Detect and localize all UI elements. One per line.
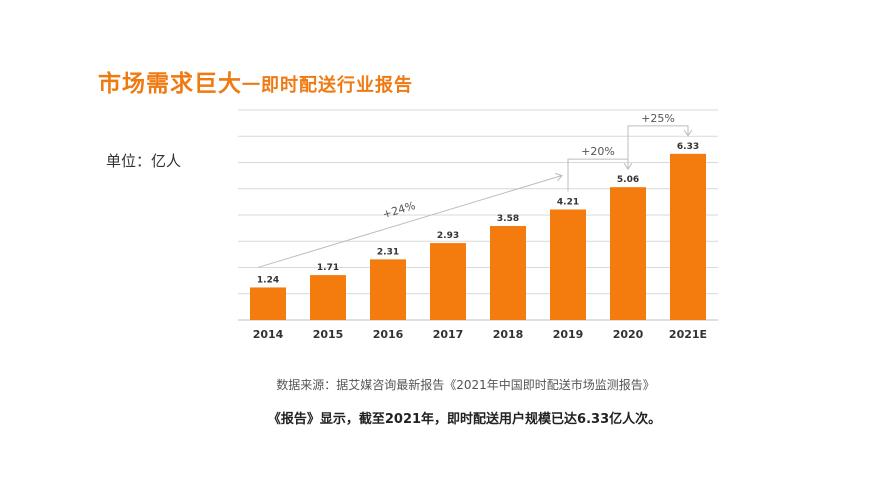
bar-2019: [550, 209, 586, 320]
x-tick-2015: 2015: [313, 328, 344, 341]
data-label-2016: 2.31: [377, 247, 399, 257]
x-tick-2018: 2018: [493, 328, 524, 341]
title-subtitle: 一即时配送行业报告: [242, 75, 413, 96]
x-tick-2016: 2016: [373, 328, 404, 341]
annotation-label: +24%: [381, 199, 417, 221]
data-label-2014: 1.24: [257, 275, 279, 285]
bar-2018: [490, 226, 526, 320]
bar-chart: +24% +20% +25% 1.24 1.71 2.31 2.93 3.58 4.21 5.0…: [238, 109, 718, 341]
data-source-note: 数据来源：据艾媒咨询最新报告《2021年中国即时配送市场监测报告》: [276, 378, 655, 392]
bar-2021E: [670, 153, 706, 320]
title-main: 市场需求巨大: [98, 71, 242, 97]
chart-annotations: +24% +20% +25%: [257, 112, 688, 268]
data-label-2018: 3.58: [497, 214, 519, 224]
annotation-label: +20%: [581, 145, 615, 158]
data-label-2015: 1.71: [317, 263, 339, 273]
chart-data-labels: 1.24 1.71 2.31 2.93 3.58 4.21 5.06 6.33: [257, 142, 699, 286]
x-tick-2019: 2019: [553, 328, 584, 341]
chart-x-ticks: 2014 2015 2016 2017 2018 2019 2020 2021E: [253, 328, 707, 341]
report-caption: 《报告》显示，截至2021年，即时配送用户规模已达6.33亿人次。: [267, 412, 662, 427]
bar-2020: [610, 187, 646, 320]
bar-2014: [250, 287, 286, 320]
chart-bars: [250, 153, 706, 320]
bar-2017: [430, 243, 466, 320]
unit-label: 单位：亿人: [106, 152, 182, 170]
page-title: 市场需求巨大一即时配送行业报告: [98, 64, 413, 98]
data-label-2019: 4.21: [557, 197, 579, 207]
data-label-2020: 5.06: [617, 175, 639, 185]
trend-arrow: [257, 175, 562, 268]
x-tick-2021E: 2021E: [669, 328, 707, 341]
bar-2015: [310, 275, 346, 320]
growth-bracket: [627, 125, 688, 170]
annotation-label: +25%: [641, 112, 675, 125]
bar-2016: [370, 259, 406, 320]
x-tick-2014: 2014: [253, 328, 284, 341]
data-label-2017: 2.93: [437, 231, 459, 241]
data-label-2021E: 6.33: [677, 142, 699, 152]
x-tick-2017: 2017: [433, 328, 464, 341]
x-tick-2020: 2020: [613, 328, 644, 341]
